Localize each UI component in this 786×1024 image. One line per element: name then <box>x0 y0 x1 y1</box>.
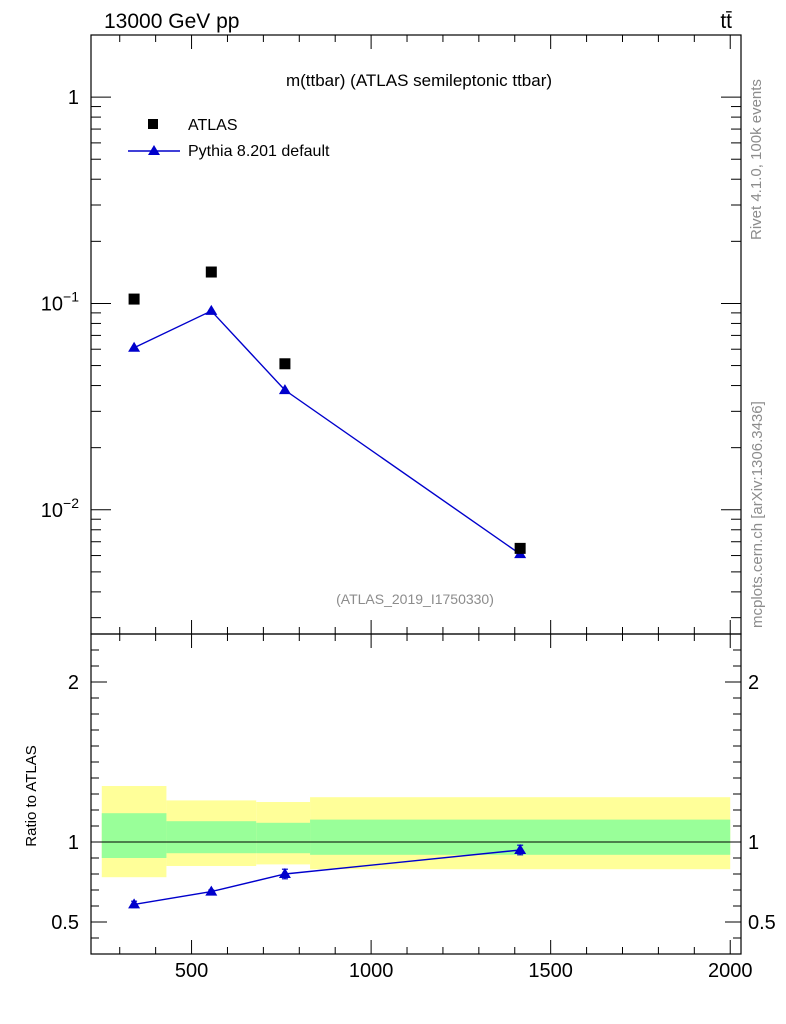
pythia-point <box>278 384 291 395</box>
main-data-series <box>128 266 527 559</box>
atlas-point <box>205 266 217 278</box>
main-y-tick-label: 1 <box>68 87 79 109</box>
main-axis-ticks <box>91 34 741 634</box>
ratio-x-tick-label: 1500 <box>528 960 573 982</box>
legend-pythia-marker <box>148 145 160 155</box>
ratio-pythia-point <box>278 868 291 878</box>
ratio-y-tick-label: 1 <box>68 832 79 854</box>
source-label: mcplots.cern.ch [arXiv:1306.3436] <box>749 401 766 628</box>
legend-atlas-marker <box>148 119 158 129</box>
main-y-tick-label: 10−2 <box>41 495 79 522</box>
ratio-axis-ticks <box>91 634 741 954</box>
energy-label: 13000 GeV pp <box>104 10 239 33</box>
pythia-point <box>205 304 218 315</box>
rivet-version-label: Rivet 4.1.0, 100k events <box>748 79 765 240</box>
analysis-watermark: (ATLAS_2019_I1750330) <box>336 591 494 607</box>
ratio-pythia-point <box>514 844 527 854</box>
ratio-y-axis-label: Ratio to ATLAS <box>23 745 40 846</box>
legend: ATLAS Pythia 8.201 default <box>128 117 330 160</box>
ratio-y-tick-label-right: 0.5 <box>748 912 776 934</box>
ratio-pythia-point <box>205 885 218 896</box>
atlas-point <box>279 358 291 370</box>
process-label: tt̄ <box>720 10 732 33</box>
chart-title: m(ttbar) (ATLAS semileptonic ttbar) <box>286 71 552 90</box>
ratio-x-tick-label: 1000 <box>349 960 394 982</box>
ratio-x-tick-label: 500 <box>175 960 208 982</box>
main-panel: 1 10−1 10−2 m(ttbar) (ATLAS semileptonic t… <box>41 34 742 635</box>
ratio-band-green <box>256 822 311 854</box>
atlas-point <box>514 542 526 554</box>
atlas-point <box>128 293 140 305</box>
pythia-point <box>128 341 141 352</box>
pythia-line <box>133 310 521 555</box>
ratio-y-tick-label: 0.5 <box>51 912 79 934</box>
legend-atlas-label: ATLAS <box>188 117 238 134</box>
ratio-y-tick-label-right: 2 <box>748 672 759 694</box>
main-y-tick-label: 10−1 <box>41 288 79 315</box>
ratio-panel-frame <box>90 633 742 955</box>
ratio-pythia-point <box>128 898 141 909</box>
ratio-panel: 0.5 0.5 1 1 2 2 500 1000 1500 2000 Ratio to ATLAS <box>23 633 776 982</box>
ratio-x-tick-label: 2000 <box>708 960 753 982</box>
ratio-y-tick-label: 2 <box>68 672 79 694</box>
ratio-pythia-line <box>133 849 521 906</box>
ratio-uncertainty-bands <box>101 786 731 878</box>
ratio-tick-labels: 0.5 0.5 1 1 2 2 500 1000 1500 2000 <box>51 672 776 982</box>
ratio-data-series <box>128 844 527 909</box>
ratio-y-tick-label-right: 1 <box>748 832 759 854</box>
ratio-band-green <box>101 813 167 858</box>
legend-pythia-label: Pythia 8.201 default <box>188 143 330 160</box>
ratio-band-green <box>166 821 257 854</box>
main-y-tick-labels: 1 10−1 10−2 <box>41 87 79 522</box>
